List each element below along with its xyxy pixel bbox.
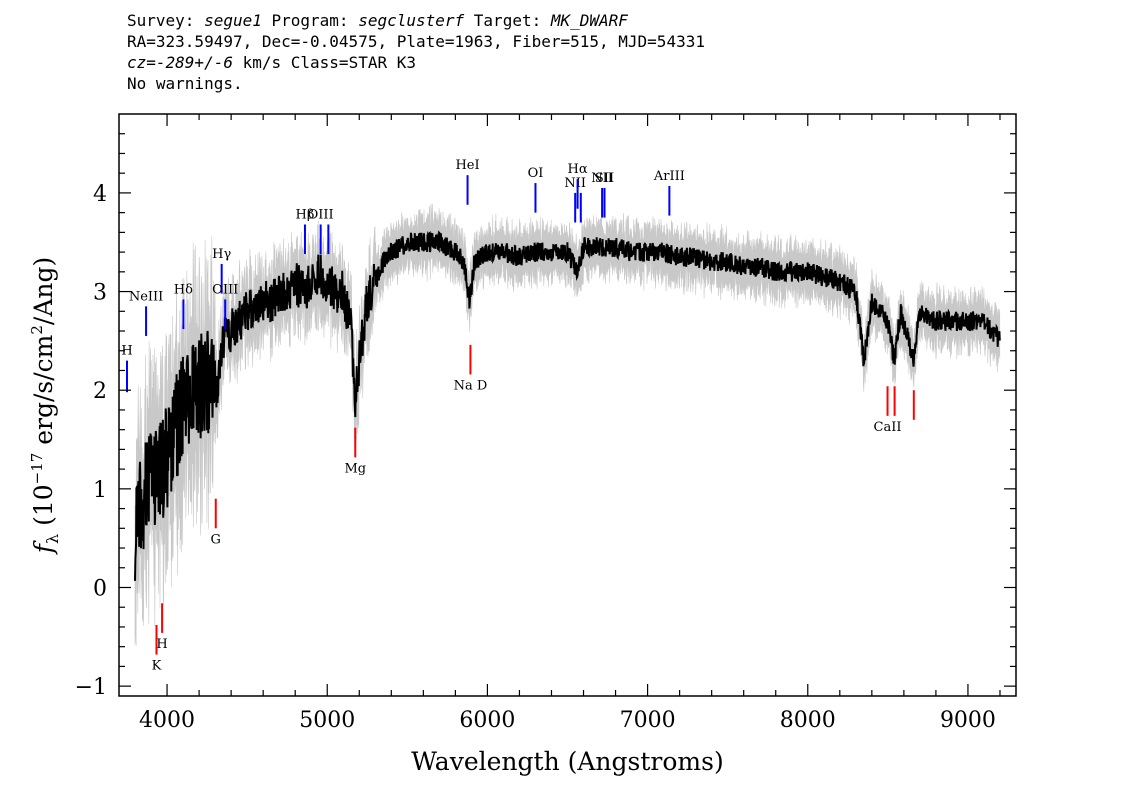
program-label: Program: <box>261 11 359 30</box>
absorption-line-label: K <box>152 659 162 674</box>
emission-line-label: ArIII <box>653 169 685 184</box>
x-axis-title: Wavelength (Angstroms) <box>411 747 723 776</box>
emission-line-label: HeI <box>455 158 479 173</box>
axis-tick-labels: 4000 5000 6000 7000 8000 9000 −1 0 1 2 3 4 <box>75 182 996 733</box>
x-tick-label: 9000 <box>940 708 996 733</box>
header-line-redshift: cz=-289+/-6 km/s Class=STAR K3 <box>127 52 1117 73</box>
survey-label: Survey: <box>127 11 205 30</box>
emission-line-label: Hδ <box>174 282 193 297</box>
spectrum-header: Survey: segue1 Program: segclusterf Targ… <box>127 10 1117 94</box>
flux-line <box>134 230 1001 581</box>
survey-value: segue1 <box>204 11 262 30</box>
plot-frame <box>118 113 1017 697</box>
emission-line-label: NeIII <box>129 289 163 304</box>
error-band <box>134 203 1001 647</box>
y-tick-label: 2 <box>93 379 107 404</box>
absorption-line-label: Na D <box>454 378 488 393</box>
target-value: MK_DWARF <box>550 11 628 30</box>
y-tick-label: 3 <box>93 281 107 306</box>
header-line-coordinates: RA=323.59497, Dec=-0.04575, Plate=1963, … <box>127 32 705 51</box>
y-tick-label: −1 <box>75 675 107 700</box>
absorption-line-label: CaII <box>874 420 902 435</box>
y-tick-label: 4 <box>93 182 107 207</box>
emission-line-label: NII <box>564 176 586 191</box>
x-tick-label: 4000 <box>139 708 195 733</box>
y-axis-title: fλ (10−17 erg/s/cm2/Ang) <box>28 257 62 556</box>
x-tick-label: 8000 <box>780 708 836 733</box>
x-tick-label: 5000 <box>299 708 355 733</box>
header-line-survey: Survey: segue1 Program: segclusterf Targ… <box>127 10 1117 31</box>
emission-line-label: OIII <box>212 282 238 297</box>
cz-value: cz=-289+/-6 <box>127 53 233 72</box>
axis-ticks <box>119 114 1016 696</box>
absorption-line-label: Mg <box>344 461 366 476</box>
program-value: segclusterf <box>358 11 465 30</box>
x-tick-label: 6000 <box>459 708 515 733</box>
y-tick-label: 1 <box>93 478 107 503</box>
emission-line-label: Hγ <box>212 247 231 262</box>
target-label: Target: <box>464 11 551 30</box>
y-tick-label: 0 <box>93 576 107 601</box>
class-value: km/s Class=STAR K3 <box>232 53 416 72</box>
absorption-line-label: H <box>156 637 167 652</box>
header-line-warnings: No warnings. <box>127 74 243 93</box>
emission-line-label: H <box>121 344 132 359</box>
absorption-line-label: G <box>211 532 221 547</box>
x-tick-label: 7000 <box>620 708 676 733</box>
emission-line-label: Hα <box>568 162 588 177</box>
emission-line-label: OI <box>528 166 544 181</box>
emission-line-label: Hβ <box>296 207 315 222</box>
emission-line-label: NII <box>591 171 613 186</box>
emission-line-label: SII <box>595 171 614 186</box>
emission-line-label: OIII <box>308 207 334 222</box>
